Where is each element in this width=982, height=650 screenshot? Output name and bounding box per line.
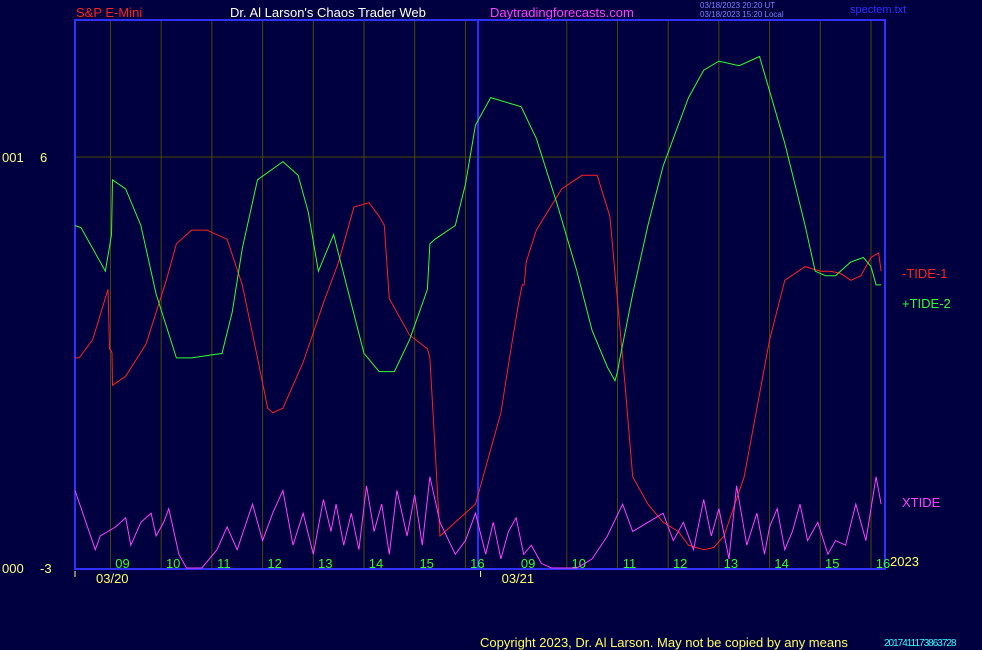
year-label: 2023 bbox=[890, 554, 919, 569]
header-file: spectem.txt bbox=[850, 4, 907, 16]
footer-copyright: Copyright 2023, Dr. Al Larson. May not b… bbox=[480, 635, 848, 650]
hour-label: 09 bbox=[115, 556, 129, 571]
hour-label: 15 bbox=[419, 556, 433, 571]
hour-label: 13 bbox=[724, 556, 738, 571]
hour-label: 14 bbox=[369, 556, 383, 571]
series-line bbox=[74, 476, 882, 569]
header-title: Dr. Al Larson's Chaos Trader Web bbox=[230, 5, 426, 20]
hour-label: 12 bbox=[673, 556, 687, 571]
chart-frame bbox=[74, 19, 886, 570]
y-tick-prefix: 000 bbox=[2, 561, 24, 576]
hour-label: 11 bbox=[623, 556, 637, 571]
hour-label: 09 bbox=[521, 556, 535, 571]
hour-label: 10 bbox=[572, 556, 586, 571]
date-label: 03/21 bbox=[502, 571, 535, 586]
series-label: XTIDE bbox=[902, 495, 941, 510]
hour-label: 12 bbox=[267, 556, 281, 571]
header-site: Daytradingforecasts.com bbox=[490, 5, 634, 20]
y-tick-prefix: 001 bbox=[2, 150, 24, 165]
series-label: +TIDE-2 bbox=[902, 296, 951, 311]
hour-label: 11 bbox=[217, 556, 231, 571]
y-tick-label: 6 bbox=[40, 150, 47, 165]
header-utc-stamp: 03/18/2023 20:20 UT bbox=[700, 1, 776, 10]
hour-label: 13 bbox=[318, 556, 332, 571]
hour-label: 16 bbox=[470, 556, 484, 571]
footer-stamp: 2017411173863728 bbox=[884, 638, 956, 649]
header-local-stamp: 03/18/2023 15:20 Local bbox=[700, 10, 784, 19]
date-label: 03/20 bbox=[96, 571, 129, 586]
header-instrument: S&P E-Mini bbox=[76, 5, 143, 20]
series-line bbox=[75, 174, 882, 551]
hour-label: 15 bbox=[825, 556, 839, 571]
hour-label: 16 bbox=[876, 556, 890, 571]
y-tick-label: -3 bbox=[40, 561, 52, 576]
series-label: -TIDE-1 bbox=[902, 266, 948, 281]
hour-label: 14 bbox=[774, 556, 788, 571]
series-line bbox=[74, 55, 882, 383]
hour-label: 10 bbox=[166, 556, 180, 571]
